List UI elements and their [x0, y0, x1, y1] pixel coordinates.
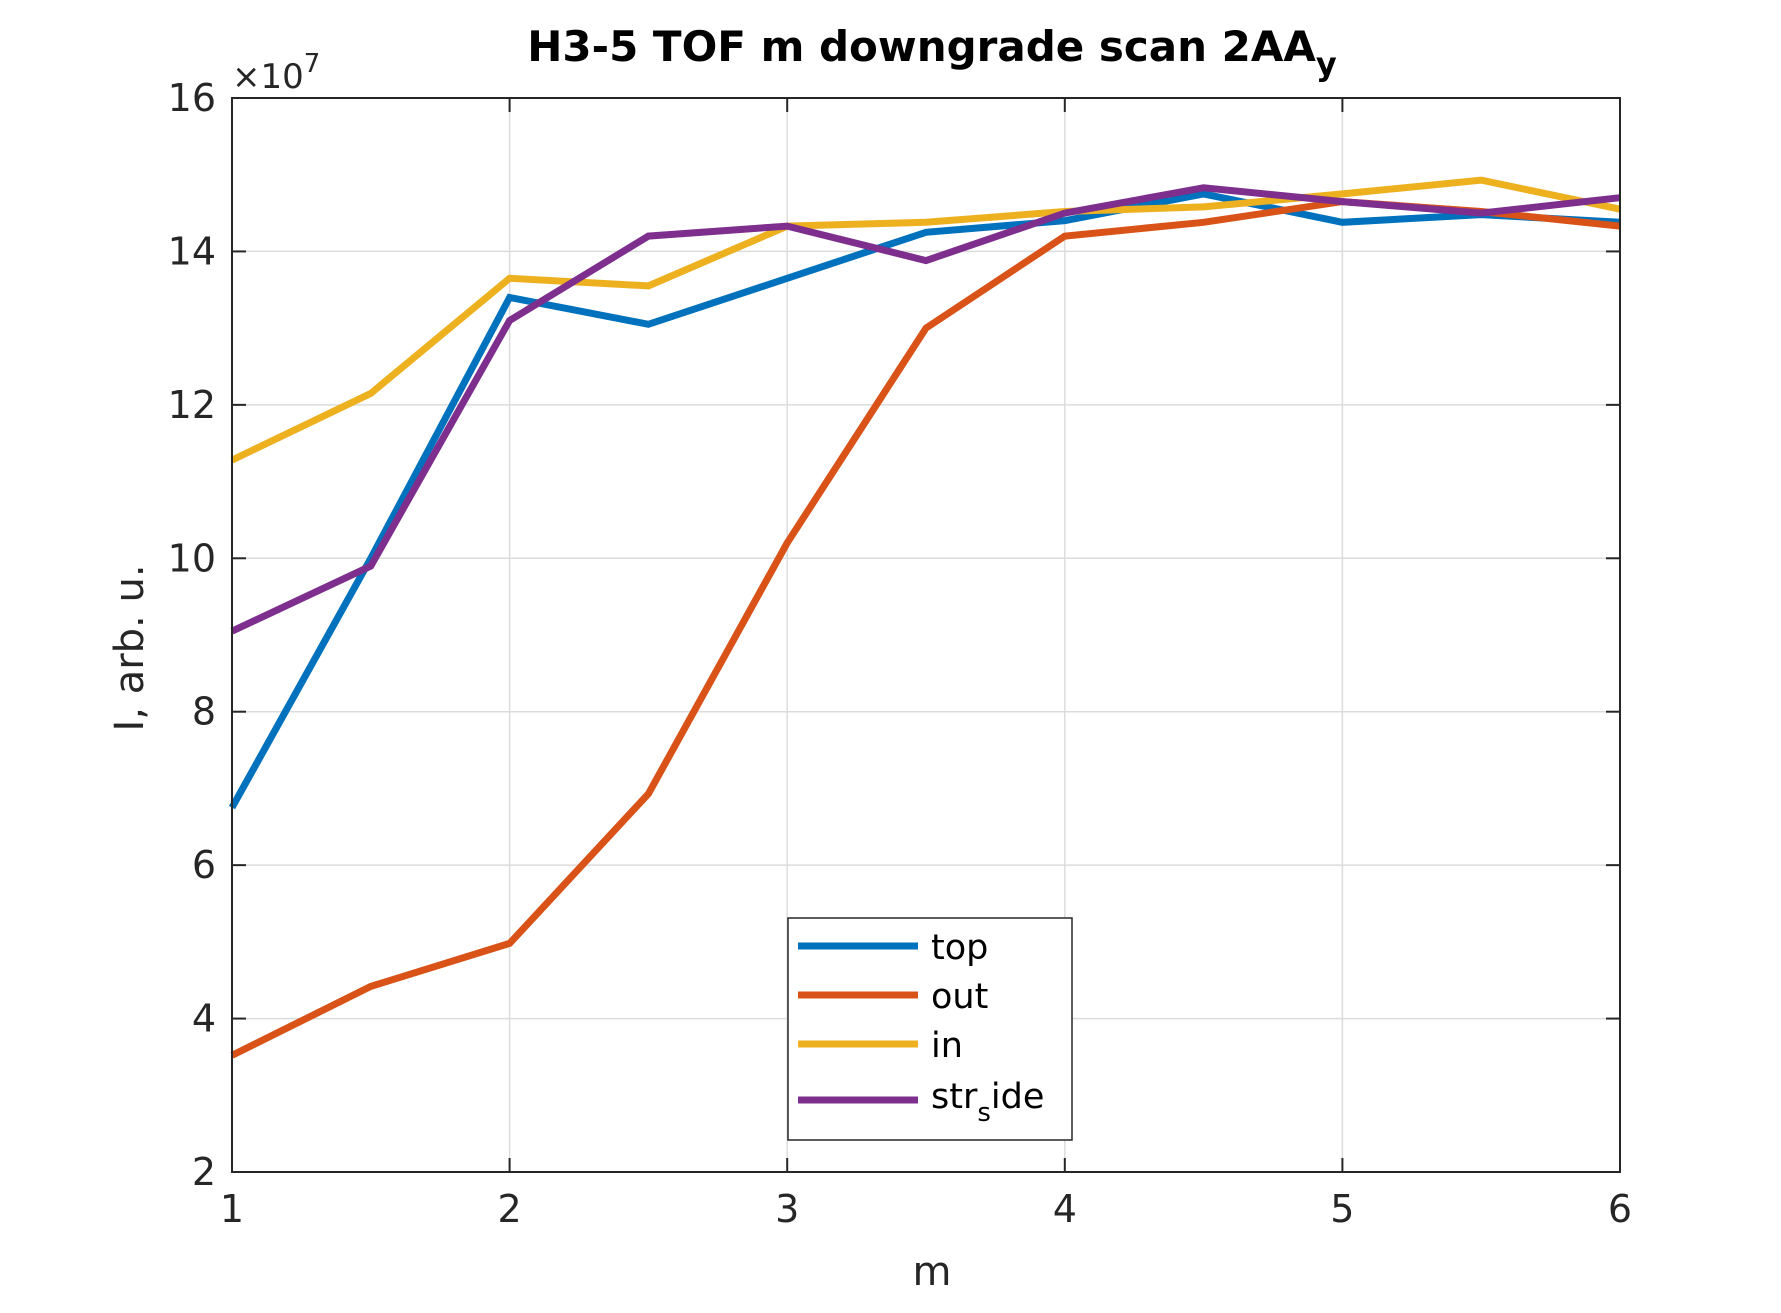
y-axis-label: I, arb. u.	[107, 564, 153, 731]
y-tick-label: 6	[192, 843, 216, 887]
x-tick-label: 4	[1053, 1187, 1077, 1231]
y-tick-label: 8	[192, 690, 216, 734]
axis-ticks	[231, 97, 1621, 1173]
x-axis-label: m	[913, 1249, 952, 1295]
x-tick-label: 2	[498, 1187, 522, 1231]
legend-label-top: top	[931, 928, 988, 968]
chart-title-main: H3-5 TOF m downgrade scan 2AA	[527, 22, 1316, 71]
plot-border	[231, 97, 1621, 1173]
y-exponent-multiplier: ×10	[232, 57, 304, 97]
legend-label-strside: strside	[931, 1077, 1044, 1128]
chart-title-subscript: y	[1316, 45, 1337, 83]
y-tick-label: 10	[168, 536, 216, 580]
y-tick-label: 12	[168, 383, 216, 427]
y-exponent-label: ×107	[232, 49, 320, 97]
legend-label-strside-suffix: ide	[991, 1077, 1044, 1117]
series-line-in	[230, 176, 1621, 464]
y-tick-label: 2	[192, 1150, 216, 1194]
x-tick-label: 6	[1608, 1187, 1632, 1231]
chart-title: H3-5 TOF m downgrade scan 2AAy	[527, 22, 1337, 83]
legend-label-out: out	[931, 977, 988, 1017]
legend-label-strside-subscript: s	[977, 1098, 991, 1128]
y-tick-labels: 2 4 6 8 10 12 14 16	[168, 76, 216, 1194]
series-line-top	[228, 190, 1621, 810]
y-tick-label: 14	[168, 229, 216, 273]
y-tick-label: 16	[168, 76, 216, 120]
legend-label-strside-main: str	[931, 1077, 978, 1117]
x-tick-label: 5	[1330, 1187, 1354, 1231]
legend-label-in: in	[931, 1026, 963, 1066]
x-tick-labels: 1 2 3 4 5 6	[220, 1187, 1632, 1231]
x-tick-label: 3	[775, 1187, 799, 1231]
series-line-strside	[230, 184, 1621, 635]
series-lines	[228, 176, 1621, 1059]
y-tick-label: 4	[192, 997, 216, 1041]
x-tick-label: 1	[220, 1187, 244, 1231]
legend: top out in strside	[787, 917, 1073, 1141]
y-exponent-power: 7	[304, 49, 321, 79]
